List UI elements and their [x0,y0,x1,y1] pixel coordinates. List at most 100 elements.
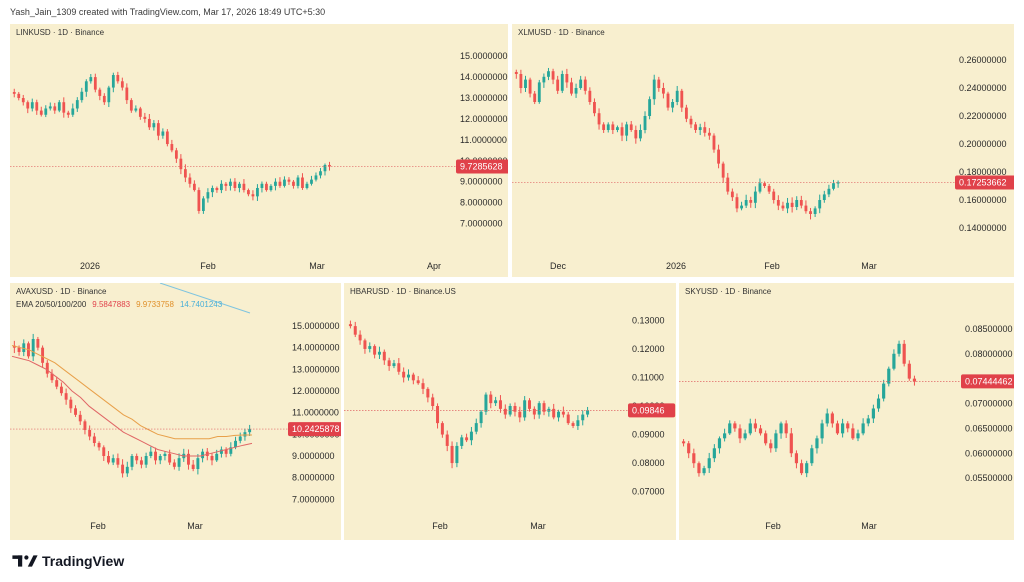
chart-panel-avaxusd[interactable]: 7.00000008.00000009.000000010.000000011.… [10,283,341,540]
last-price-label: 0.17253662 [955,175,1014,190]
candle-body [363,340,367,349]
candle-body [583,79,587,91]
chart-title-hbarusd: HBARUSD · 1D · Binance.US [350,287,456,296]
candle-body [242,183,246,191]
y-tick-label: 0.08000000 [965,349,1013,359]
chart-panel-xlmusd[interactable]: 0.14000000 0.16000000 0.18000000 0.20000000… [512,24,1014,277]
candle-body [125,87,129,101]
candle-body [17,347,21,352]
ema100-line [159,283,251,314]
candle-body [661,88,665,94]
candle-body [31,339,35,357]
chart-credit: Yash_Jain_1309 created with TradingView.… [10,7,326,17]
candle-body [64,393,68,400]
candle-body [728,423,732,434]
candle-body [537,403,541,415]
y-tick-label: 9.0000000 [292,451,335,461]
candle-body [830,413,834,424]
chart-panel-hbarusd[interactable]: 0.070000.080000.090000.100000.110000.120… [344,283,676,540]
candle-body [192,183,196,191]
y-tick-label: 0.05500000 [965,473,1013,483]
candle-body [519,74,523,88]
chart-svg-linkusd[interactable]: 7.00000008.00000009.000000010.000000011.… [10,24,508,277]
candle-body [125,466,129,474]
candle-body [851,428,855,439]
chart-svg-avaxusd[interactable]: 7.00000008.00000009.000000010.000000011.… [10,283,341,540]
candle-body [795,200,799,207]
candle-body [717,438,722,449]
candle-body [265,183,268,191]
candle-body [92,436,96,443]
candle-body [479,411,483,424]
ema20-value: 9.5847883 [92,300,131,309]
candle-body [733,423,737,429]
candle-body [675,90,679,102]
candle-body [738,428,742,439]
chart-panel-linkusd[interactable]: 7.00000008.00000009.000000010.000000011.… [10,24,508,277]
candle-body [743,433,747,439]
last-price-label: 9.7285628 [456,159,508,174]
candle-body [469,431,473,441]
chart-svg-skyusd[interactable]: 0.05500000 0.06000000 0.06500000 0.07000000… [679,283,1014,540]
last-price-label: 0.07444462 [961,374,1014,389]
tradingview-logo: TradingView [12,551,124,571]
candle-body [57,102,61,111]
candle-body [767,186,771,192]
y-tick-label: 0.09000 [632,430,665,440]
last-price-label: 0.09846 [628,403,676,418]
candle-body [586,410,590,415]
y-tick-label: 15.0000000 [292,321,340,331]
candle-body [248,429,252,433]
candle-body [74,408,77,415]
y-tick-label: 12.0000000 [292,386,340,396]
candle-body [846,423,850,429]
candle-body [790,202,794,207]
x-tick-label: Feb [765,521,781,531]
candle-body [88,430,92,437]
candle-body [149,451,153,456]
last-price-text: 0.07444462 [965,376,1013,386]
candle-body [721,163,725,178]
chart-panel-skyusd[interactable]: 0.05500000 0.06000000 0.06500000 0.07000000… [679,283,1014,540]
candle-body [215,453,219,461]
candle-body [201,451,205,459]
candle-body [229,181,232,186]
candle-body [689,118,693,125]
candle-body [537,82,541,102]
candle-body [12,92,16,94]
x-tick-label: 2026 [666,261,686,271]
candle-body [161,131,165,136]
candle-body [551,71,555,80]
candle-body [474,423,478,432]
candle-body [45,362,49,374]
chart-svg-hbarusd[interactable]: 0.070000.080000.090000.100000.110000.120… [344,283,676,540]
y-tick-label: 9.0000000 [460,177,503,187]
candle-body [387,360,391,367]
candle-body [593,102,596,114]
chart-svg-xlmusd[interactable]: 0.14000000 0.16000000 0.18000000 0.20000000… [512,24,1014,277]
x-tick-label: Feb [764,261,780,271]
candle-body [154,451,157,461]
candle-body [786,202,789,209]
candle-body [763,183,766,186]
candle-body [234,440,237,448]
chart-title-skyusd: SKYUSD · 1D · Binance [685,287,772,296]
candle-body [629,124,633,130]
candle-body [177,458,181,467]
candle-body [723,433,727,439]
candle-body [810,448,814,464]
candle-body [174,150,178,159]
candle-body [278,181,282,186]
x-tick-label: Feb [200,261,216,271]
candle-body [735,197,739,209]
candle-body [784,423,788,434]
candle-body [377,351,381,355]
candle-body [871,408,875,419]
x-tick-label: Feb [432,521,448,531]
candle-body [484,394,488,412]
y-tick-label: 0.13000 [632,315,665,325]
y-tick-label: 0.26000000 [959,55,1007,65]
candle-body [753,423,757,429]
y-tick-label: 0.20000000 [959,139,1007,149]
candle-body [41,347,45,363]
